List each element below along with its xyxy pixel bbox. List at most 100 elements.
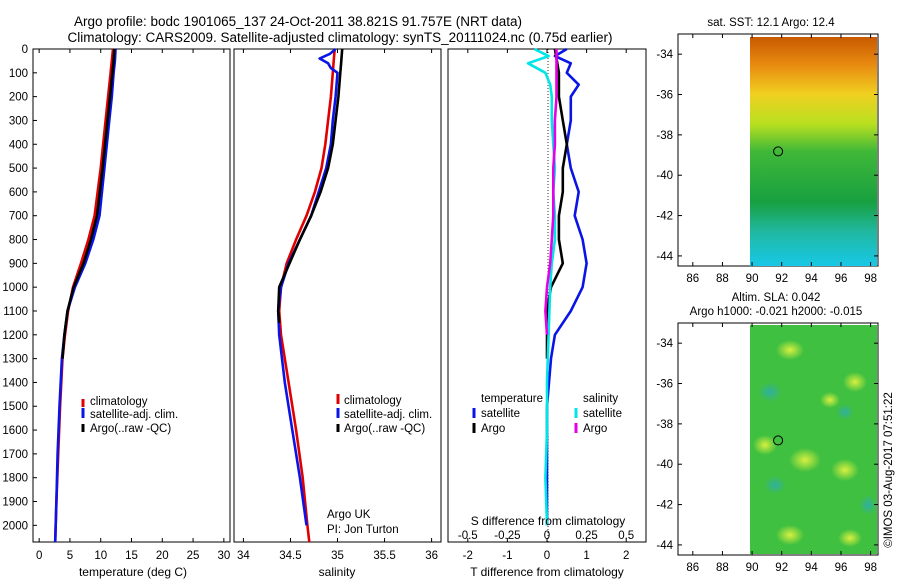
y-tick-label: 1900 [2, 497, 28, 509]
x-tick-label: 94 [805, 562, 818, 574]
difference-legend: temperature salinity satellite Argo sate… [472, 393, 622, 435]
y-tick-label: 1200 [2, 330, 28, 342]
x-tick-label: 15 [125, 550, 138, 562]
salinity-axes [233, 48, 442, 543]
x-tick-label: 90 [746, 562, 759, 574]
series-line-s-argo [544, 49, 558, 335]
sla-map-heatmap [750, 325, 877, 554]
y-tick-label: 900 [9, 258, 28, 270]
series-line-argo-raw-qc- [276, 48, 344, 324]
series-line-satellite-adj-clim- [53, 48, 117, 543]
x-tick-label: 88 [716, 562, 729, 574]
x-tick-label: 98 [864, 273, 877, 285]
x-tick-label: 98 [864, 562, 877, 574]
legend-argo: Argo(..raw -QC) [344, 423, 425, 435]
legend-climatology: climatology [90, 396, 148, 408]
x-tick-label: 0 [36, 550, 42, 562]
sla-map-panel: Altim. SLA: 0.042 Argo h1000: -0.021 h20… [656, 292, 879, 574]
y-tick-label: 1800 [2, 473, 28, 485]
x-tick-label: 35.5 [373, 550, 395, 562]
difference-panel: -2 -1 0 1 2 T difference from climatology S … [447, 47, 647, 579]
y-tick-label: -38 [656, 130, 673, 142]
y-tick-label: -42 [656, 211, 673, 223]
x-tick-label: 96 [835, 273, 848, 285]
y-tick-label: 200 [9, 92, 28, 104]
y-tick-label: -36 [656, 379, 673, 391]
series-line-t-argo [545, 48, 569, 359]
legend-satellite: satellite-adj. clim. [344, 409, 432, 421]
y-tick-label: 1400 [2, 377, 28, 389]
y-tick-label: 500 [9, 163, 28, 175]
argo-position-marker [773, 435, 784, 446]
legend-t-argo: Argo [481, 423, 505, 435]
y-tick-label: 1700 [2, 449, 28, 461]
y-tick-label: -40 [656, 170, 673, 182]
y-tick-label: 1100 [3, 306, 28, 318]
temperature-axes [32, 48, 231, 543]
series-line-argo-raw-qc- [61, 48, 116, 359]
y-tick-label: -34 [656, 338, 673, 350]
legend-s-argo: Argo [583, 423, 607, 435]
y-tick-label: 1300 [2, 354, 28, 366]
y-tick-label: 600 [9, 187, 28, 199]
x-tick-label: 92 [775, 273, 788, 285]
y-tick-label: -38 [656, 419, 673, 431]
y-tick-label: -34 [656, 49, 673, 61]
figure-title-line1: Argo profile: bodc 1901065_137 24-Oct-20… [74, 14, 522, 29]
s-tick-label: 0 [544, 530, 550, 542]
s-tick-label: -0.5 [458, 530, 478, 542]
y-tick-label: -44 [656, 251, 673, 263]
salinity-legend: climatology satellite-adj. clim. Argo(..… [336, 394, 432, 435]
x-tick-label: 96 [835, 562, 848, 574]
x-tick-label: 0 [544, 550, 550, 562]
y-tick-label: 700 [9, 211, 28, 223]
x-tick-label: -2 [463, 550, 473, 562]
x-tick-label: 34.5 [279, 550, 301, 562]
x-tick-label: 92 [775, 562, 788, 574]
temperature-legend: climatology satellite-adj. clim. Argo(..… [81, 396, 178, 435]
y-tick-label: 800 [9, 235, 28, 247]
sst-map-panel: sat. SST: 12.1 Argo: 12.4 86 88 90 92 94 96 98… [656, 17, 879, 285]
series-line-t-satellite [545, 47, 588, 526]
legend-t-satellite: satellite [481, 408, 520, 420]
legend-satellite: satellite-adj. clim. [90, 409, 178, 421]
s-tick-label: -0.25 [494, 530, 520, 542]
sla-map-title-line1: Altim. SLA: 0.042 [732, 292, 821, 304]
x-tick-label: 86 [686, 562, 699, 574]
x-tick-label: 10 [94, 550, 107, 562]
x-tick-label: 2 [623, 550, 629, 562]
x-tick-label: 25 [187, 550, 200, 562]
sst-map-heatmap [750, 37, 877, 266]
x-tick-label: 35 [331, 550, 344, 562]
figure-title-line2: Climatology: CARS2009. Satellite-adjuste… [67, 30, 612, 45]
x-tick-label: 5 [67, 550, 73, 562]
sla-map-title-line2: Argo h1000: -0.021 h2000: -0.015 [690, 306, 863, 318]
footer-credit: ©IMOS 03-Aug-2017 07:51:22 [883, 392, 895, 548]
y-tick-label: 400 [9, 139, 28, 151]
argo-position-marker [773, 146, 784, 157]
salinity-xlabel: salinity [319, 565, 356, 579]
x-tick-label: 34 [237, 550, 250, 562]
x-tick-label: 88 [716, 273, 729, 285]
y-tick-label: 1500 [2, 401, 28, 413]
y-tick-label: 2000 [2, 520, 28, 532]
legend-temperature-title: temperature [481, 393, 543, 405]
y-tick-label: 0 [22, 44, 28, 56]
legend-salinity-title: salinity [583, 393, 618, 405]
difference-xlabel: T difference from climatology [470, 565, 624, 579]
y-tick-label: 300 [9, 115, 28, 127]
y-tick-label: -44 [656, 540, 673, 552]
temperature-xlabel: temperature (deg C) [79, 565, 187, 579]
series-line-satellite-adj-clim- [276, 48, 339, 526]
s-tick-label: 0.5 [618, 530, 634, 542]
y-tick-label: -40 [656, 459, 673, 471]
x-tick-label: 36 [425, 550, 438, 562]
y-tick-label: 1000 [2, 282, 28, 294]
salinity-panel: 34 34.5 35 35.5 36 salinity climatology sate… [233, 48, 442, 579]
argo-pi-label: PI: Jon Turton [327, 524, 399, 536]
x-tick-label: 20 [156, 550, 169, 562]
legend-climatology: climatology [344, 395, 402, 407]
x-tick-label: 1 [583, 550, 589, 562]
y-tick-label: 1600 [2, 425, 28, 437]
